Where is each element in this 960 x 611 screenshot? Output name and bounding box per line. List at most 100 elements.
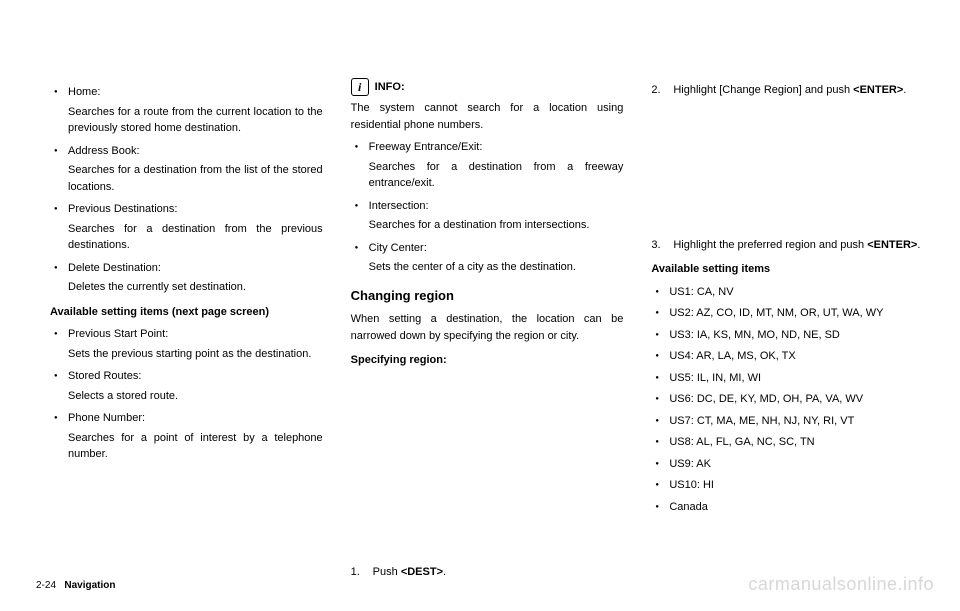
- step-number: 3.: [651, 237, 673, 254]
- bullet-desc: Sets the previous starting point as the …: [68, 346, 323, 363]
- text-bold: <ENTER>: [853, 84, 903, 96]
- bullet-icon: [651, 434, 669, 451]
- info-label: INFO:: [375, 79, 405, 96]
- region-text: US10: HI: [669, 477, 924, 494]
- section-name: Navigation: [64, 580, 115, 591]
- bullet-label: Previous Start Point:: [68, 326, 323, 343]
- subheading: Available setting items (next page scree…: [50, 304, 323, 321]
- region-text: US5: IL, IN, MI, WI: [669, 370, 924, 387]
- column-1: Home: Searches for a route from the curr…: [50, 78, 323, 584]
- region-item: US10: HI: [651, 477, 924, 494]
- region-item: US9: AK: [651, 456, 924, 473]
- section-text: When setting a destination, the location…: [351, 311, 624, 344]
- bullet-icon: [50, 368, 68, 385]
- image-placeholder: [351, 375, 624, 560]
- bullet-item: Phone Number:: [50, 410, 323, 427]
- bullet-icon: [351, 240, 369, 257]
- bullet-desc: Searches for a point of interest by a te…: [68, 430, 323, 463]
- text-bold: <DEST>: [401, 566, 443, 578]
- spec-heading: Specifying region:: [351, 352, 624, 369]
- bullet-item: Previous Start Point:: [50, 326, 323, 343]
- bullet-icon: [50, 201, 68, 218]
- bullet-label: Phone Number:: [68, 410, 323, 427]
- bullet-item: Intersection:: [351, 198, 624, 215]
- bullet-icon: [50, 260, 68, 277]
- region-text: US7: CT, MA, ME, NH, NJ, NY, RI, VT: [669, 413, 924, 430]
- page-footer: 2-24 Navigation: [36, 580, 115, 591]
- region-text: US4: AR, LA, MS, OK, TX: [669, 348, 924, 365]
- step-1: 1. Push <DEST>.: [351, 564, 624, 581]
- bullet-item: Address Book:: [50, 143, 323, 160]
- bullet-icon: [651, 456, 669, 473]
- text-part: .: [917, 239, 920, 251]
- info-heading: INFO:: [351, 78, 624, 96]
- step-number: 2.: [651, 82, 673, 99]
- text-part: Highlight the preferred region and push: [673, 239, 867, 251]
- bullet-desc: Selects a stored route.: [68, 388, 323, 405]
- region-item: US4: AR, LA, MS, OK, TX: [651, 348, 924, 365]
- step-number: 1.: [351, 564, 373, 581]
- bullet-item: Home:: [50, 84, 323, 101]
- bullet-label: City Center:: [369, 240, 624, 257]
- bullet-label: Delete Destination:: [68, 260, 323, 277]
- bullet-icon: [50, 326, 68, 343]
- step-2: 2. Highlight [Change Region] and push <E…: [651, 82, 924, 99]
- region-text: US8: AL, FL, GA, NC, SC, TN: [669, 434, 924, 451]
- bullet-desc: Searches for a route from the current lo…: [68, 104, 323, 137]
- bullet-icon: [651, 348, 669, 365]
- region-item: US6: DC, DE, KY, MD, OH, PA, VA, WV: [651, 391, 924, 408]
- bullet-icon: [651, 370, 669, 387]
- column-2: INFO: The system cannot search for a loc…: [351, 78, 624, 584]
- bullet-label: Address Book:: [68, 143, 323, 160]
- region-item: US3: IA, KS, MN, MO, ND, NE, SD: [651, 327, 924, 344]
- step-text: Highlight [Change Region] and push <ENTE…: [673, 82, 924, 99]
- step-text: Highlight the preferred region and push …: [673, 237, 924, 254]
- bullet-item: Delete Destination:: [50, 260, 323, 277]
- info-text: The system cannot search for a location …: [351, 100, 624, 133]
- section-heading: Changing region: [351, 286, 624, 306]
- bullet-icon: [651, 305, 669, 322]
- region-text: Canada: [669, 499, 924, 516]
- bullet-label: Stored Routes:: [68, 368, 323, 385]
- available-heading: Available setting items: [651, 261, 924, 278]
- bullet-label: Intersection:: [369, 198, 624, 215]
- bullet-label: Freeway Entrance/Exit:: [369, 139, 624, 156]
- region-item: Canada: [651, 499, 924, 516]
- page-number: 2-24: [36, 580, 56, 591]
- region-item: US5: IL, IN, MI, WI: [651, 370, 924, 387]
- region-text: US6: DC, DE, KY, MD, OH, PA, VA, WV: [669, 391, 924, 408]
- text-part: .: [903, 84, 906, 96]
- content-columns: Home: Searches for a route from the curr…: [50, 78, 924, 584]
- region-text: US1: CA, NV: [669, 284, 924, 301]
- step-3: 3. Highlight the preferred region and pu…: [651, 237, 924, 254]
- region-text: US2: AZ, CO, ID, MT, NM, OR, UT, WA, WY: [669, 305, 924, 322]
- text-bold: <ENTER>: [867, 239, 917, 251]
- bullet-desc: Searches for a destination from the prev…: [68, 221, 323, 254]
- bullet-icon: [351, 198, 369, 215]
- region-item: US1: CA, NV: [651, 284, 924, 301]
- bullet-item: City Center:: [351, 240, 624, 257]
- bullet-icon: [50, 84, 68, 101]
- bullet-desc: Searches for a destination from a freewa…: [369, 159, 624, 192]
- bullet-item: Stored Routes:: [50, 368, 323, 385]
- text-part: Highlight [Change Region] and push: [673, 84, 853, 96]
- image-placeholder: [651, 103, 924, 233]
- bullet-icon: [651, 477, 669, 494]
- region-list: US1: CA, NV US2: AZ, CO, ID, MT, NM, OR,…: [651, 284, 924, 516]
- bullet-item: Freeway Entrance/Exit:: [351, 139, 624, 156]
- text-part: Push: [373, 566, 401, 578]
- bullet-icon: [50, 143, 68, 160]
- region-item: US7: CT, MA, ME, NH, NJ, NY, RI, VT: [651, 413, 924, 430]
- bullet-label: Previous Destinations:: [68, 201, 323, 218]
- bullet-icon: [651, 499, 669, 516]
- bullet-desc: Searches for a destination from the list…: [68, 162, 323, 195]
- text-part: .: [443, 566, 446, 578]
- region-text: US3: IA, KS, MN, MO, ND, NE, SD: [669, 327, 924, 344]
- region-text: US9: AK: [669, 456, 924, 473]
- step-text: Push <DEST>.: [373, 564, 624, 581]
- bullet-icon: [651, 391, 669, 408]
- bullet-icon: [651, 327, 669, 344]
- column-3: 2. Highlight [Change Region] and push <E…: [651, 78, 924, 584]
- info-icon: [351, 78, 369, 96]
- bullet-icon: [651, 284, 669, 301]
